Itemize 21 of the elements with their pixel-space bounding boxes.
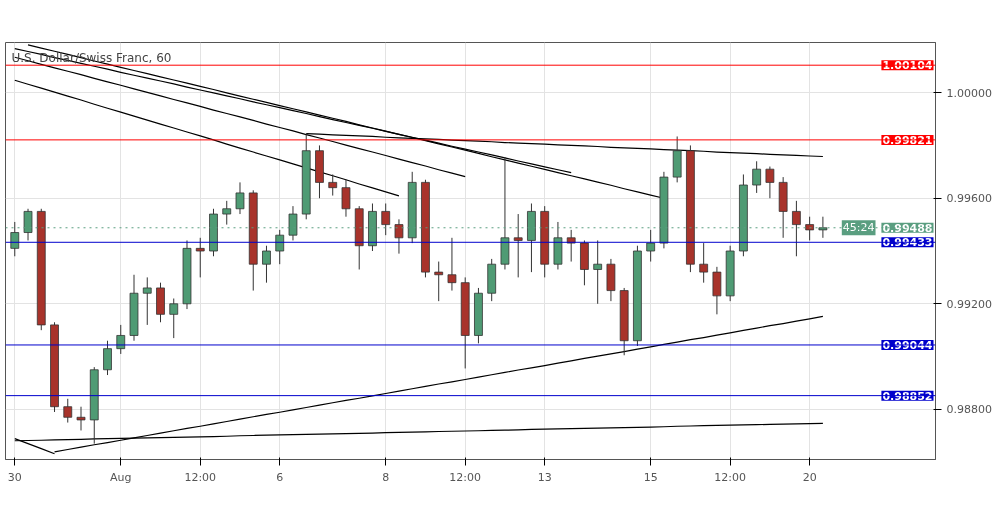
y-tick-label: 0.98800 — [946, 403, 992, 417]
ref-line-label: 0.99044 — [882, 338, 933, 352]
x-tick-label: 30 — [7, 470, 22, 484]
x-tick-label: 13 — [537, 470, 552, 484]
y-tick-label: 0.99600 — [946, 192, 992, 206]
ref-line-label: 0.99821 — [882, 133, 933, 147]
x-tick-label: 15 — [643, 470, 658, 484]
ref-line-label: 1.00104 — [882, 59, 933, 73]
x-tick-label: 12:00 — [449, 470, 482, 484]
x-tick-label: 12:00 — [714, 470, 747, 484]
y-tick-label: 0.99200 — [946, 297, 992, 311]
y-tick-label: 1.00000 — [946, 86, 992, 100]
x-tick-label: 8 — [382, 470, 390, 484]
x-tick-label: 6 — [276, 470, 284, 484]
ref-line-label: 0.99488 — [882, 221, 933, 235]
x-tick-label: 12:00 — [184, 470, 217, 484]
x-tick-label: 20 — [802, 470, 817, 484]
ref-line-label: 0.98852 — [882, 389, 933, 403]
x-tick-label: Aug — [110, 470, 132, 484]
ref-line-label: 0.99433 — [882, 236, 933, 250]
text: 45:24 — [842, 221, 875, 235]
